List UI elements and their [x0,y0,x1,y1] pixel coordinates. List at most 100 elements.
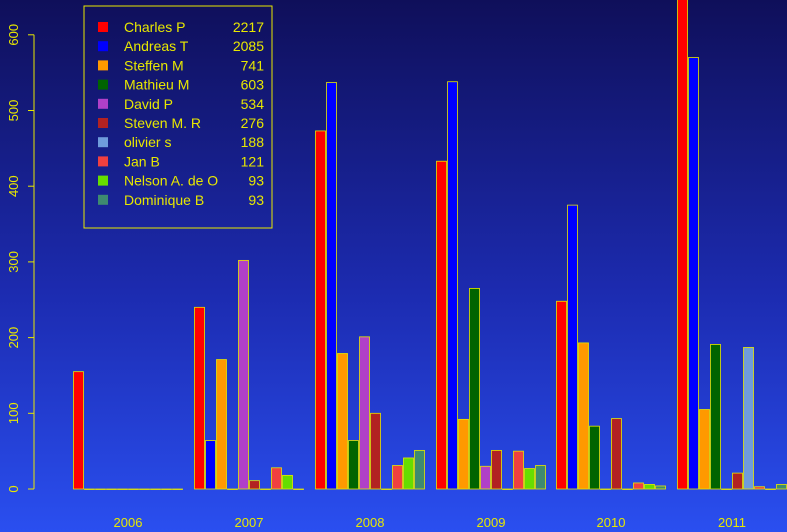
bar [161,488,172,490]
bar [260,488,271,490]
bar [326,82,337,490]
bar [414,449,425,490]
bar [227,488,238,490]
legend-total: 276 [241,115,265,131]
legend-total: 2085 [233,38,264,54]
bar [710,344,721,490]
bar [677,0,688,490]
bar [513,450,524,490]
bar [589,425,600,490]
x-tick-label: 2008 [356,515,385,530]
bar [458,418,469,490]
bar [754,486,765,490]
bar [524,468,535,490]
bar [249,480,260,490]
legend-label: olivier s [124,134,171,150]
legend-swatch [98,175,108,186]
y-tick-label: 300 [6,251,21,273]
legend-swatch [98,79,108,90]
x-tick-label: 2006 [114,515,143,530]
bar [699,409,710,490]
bar [381,488,392,490]
legend-label: Nelson A. de O [124,173,218,189]
bar [370,412,381,490]
legend-swatch [98,137,108,148]
bar [721,488,732,490]
bar-group [73,371,183,490]
legend-swatch [98,22,108,32]
legend-swatch [98,156,108,167]
bar [348,440,359,490]
legend-swatch [98,41,108,52]
legend-label: Dominique B [124,192,204,208]
legend-label: Andreas T [124,38,189,54]
bar [172,488,183,490]
legend-label: David P [124,96,173,112]
bar [765,488,776,490]
bar [633,482,644,490]
legend-swatch [98,98,108,109]
x-tick-label: 2009 [477,515,506,530]
y-tick-label: 200 [6,327,21,349]
bar [359,336,370,490]
legend-label: Jan B [124,153,160,169]
bar [216,359,227,490]
bar [567,204,578,490]
legend-total: 188 [241,134,265,150]
bar [95,488,106,490]
bar [139,488,150,490]
bar [469,287,480,490]
x-axis-labels: 2006 2007 2008 2009 2010 2011 [114,515,746,530]
bar [106,488,117,490]
bar-groups [73,0,787,490]
y-tick-label: 600 [6,24,21,46]
bar [205,440,216,490]
bar-group [556,204,666,490]
bar [688,57,699,490]
bar [502,488,513,490]
legend-total: 603 [241,77,265,93]
bar [392,465,403,490]
bar [337,353,348,490]
bar [84,488,95,490]
bar [282,474,293,490]
bar [128,488,139,490]
bar [117,488,128,490]
bar [491,449,502,490]
bar [600,488,611,490]
bar [271,467,282,490]
bar [73,371,84,490]
y-tick-label: 100 [6,402,21,424]
bar-group [315,82,425,490]
legend-total: 121 [241,153,265,169]
legend: Charles P 2217 Andreas T 2085 Steffen M 741 Ma… [83,5,273,229]
legend-swatch [98,194,108,205]
legend-total: 93 [248,173,264,189]
bar [732,472,743,490]
legend-label: Steven M. R [124,115,201,131]
bar [480,465,491,490]
legend-total: 741 [241,57,265,73]
bar-group [436,81,546,490]
legend-total: 2217 [233,19,264,35]
bar [315,130,326,490]
bar [535,465,546,490]
bar [776,484,787,490]
bar-group [677,0,787,490]
legend-swatch [98,118,108,128]
bar [436,160,447,490]
x-tick-label: 2011 [718,515,746,530]
bar [293,488,304,490]
legend-label: Charles P [124,19,185,35]
bar [578,342,589,490]
bar [556,300,567,490]
legend-label: Steffen M [124,57,184,73]
bar [611,418,622,490]
legend-total: 93 [248,192,264,208]
legend-label: Mathieu M [124,77,189,93]
bar [743,347,754,490]
bar-group [194,259,304,490]
y-axis: 0 100 200 300 400 500 600 [6,24,35,493]
y-tick-label: 0 [6,485,21,492]
